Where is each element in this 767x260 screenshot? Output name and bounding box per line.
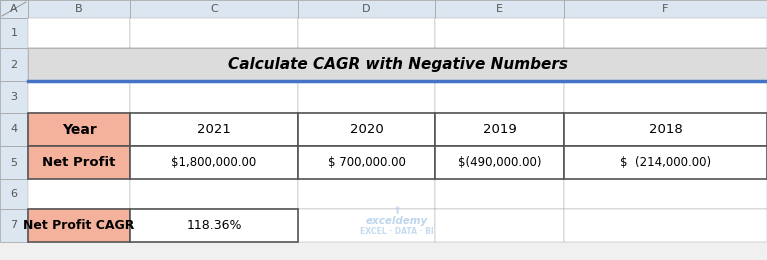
Bar <box>298 179 435 209</box>
Bar <box>0 146 28 179</box>
Text: EXCEL · DATA · BI: EXCEL · DATA · BI <box>360 227 433 236</box>
Text: $  (214,000.00): $ (214,000.00) <box>620 156 711 169</box>
Bar <box>28 146 130 179</box>
Bar <box>435 81 564 113</box>
Bar <box>298 113 435 146</box>
Bar <box>0 113 28 146</box>
Bar <box>0 18 28 48</box>
Text: 118.36%: 118.36% <box>186 219 242 232</box>
Text: A: A <box>10 4 18 14</box>
Bar <box>435 113 564 146</box>
Bar <box>28 113 130 146</box>
Text: 2019: 2019 <box>482 123 516 136</box>
Bar <box>435 48 564 81</box>
Bar <box>28 0 130 18</box>
Bar <box>130 209 298 242</box>
Bar <box>298 48 435 81</box>
Bar <box>435 146 564 179</box>
Bar <box>28 18 130 48</box>
Bar <box>435 0 564 18</box>
Bar <box>435 209 564 242</box>
Bar <box>130 113 298 146</box>
Bar <box>28 48 767 81</box>
Bar <box>564 48 767 81</box>
Bar <box>0 209 28 242</box>
Text: Net Profit: Net Profit <box>42 156 116 169</box>
Bar <box>0 0 28 18</box>
Text: Calculate CAGR with Negative Numbers: Calculate CAGR with Negative Numbers <box>228 57 568 72</box>
Bar <box>0 179 28 209</box>
Text: ⬆: ⬆ <box>392 206 401 217</box>
Bar <box>298 146 435 179</box>
Text: 2021: 2021 <box>197 123 231 136</box>
Bar <box>130 146 298 179</box>
Bar <box>435 179 564 209</box>
Bar <box>435 113 564 146</box>
Bar <box>564 18 767 48</box>
Text: 2018: 2018 <box>649 123 683 136</box>
Bar <box>28 209 130 242</box>
Text: $(490,000.00): $(490,000.00) <box>458 156 542 169</box>
Text: 5: 5 <box>11 158 18 167</box>
Bar <box>298 0 435 18</box>
Bar <box>130 113 298 146</box>
Text: C: C <box>210 4 218 14</box>
Text: $1,800,000.00: $1,800,000.00 <box>171 156 257 169</box>
Bar <box>0 81 28 113</box>
Text: 7: 7 <box>11 220 18 231</box>
Text: exceldemy: exceldemy <box>365 217 428 226</box>
Bar <box>564 81 767 113</box>
Bar <box>130 0 298 18</box>
Text: F: F <box>663 4 669 14</box>
Bar <box>298 18 435 48</box>
Bar <box>564 146 767 179</box>
Bar <box>564 113 767 146</box>
Text: Year: Year <box>61 122 97 136</box>
Text: 3: 3 <box>11 92 18 102</box>
Text: B: B <box>75 4 83 14</box>
Bar <box>130 179 298 209</box>
Text: $ 700,000.00: $ 700,000.00 <box>328 156 406 169</box>
Bar <box>0 0 28 18</box>
Text: D: D <box>362 4 370 14</box>
Bar <box>28 113 130 146</box>
Bar <box>28 179 130 209</box>
Bar <box>28 146 130 179</box>
Bar <box>28 48 130 81</box>
Bar <box>130 18 298 48</box>
Bar <box>28 81 130 113</box>
Bar <box>564 179 767 209</box>
Bar <box>298 81 435 113</box>
Text: 1: 1 <box>11 28 18 38</box>
Bar <box>564 113 767 146</box>
Bar <box>564 0 767 18</box>
Text: Net Profit CAGR: Net Profit CAGR <box>23 219 135 232</box>
Text: 2: 2 <box>11 60 18 69</box>
Bar <box>0 48 28 81</box>
Bar <box>130 209 298 242</box>
Bar <box>435 18 564 48</box>
Text: 2020: 2020 <box>350 123 384 136</box>
Bar <box>130 48 298 81</box>
Text: E: E <box>496 4 503 14</box>
Bar <box>298 113 435 146</box>
Bar <box>298 209 435 242</box>
Bar <box>564 146 767 179</box>
Text: 4: 4 <box>11 125 18 134</box>
Bar <box>298 146 435 179</box>
Text: 6: 6 <box>11 189 18 199</box>
Bar <box>130 146 298 179</box>
Bar <box>435 146 564 179</box>
Bar <box>564 209 767 242</box>
Bar <box>130 81 298 113</box>
Bar <box>28 209 130 242</box>
